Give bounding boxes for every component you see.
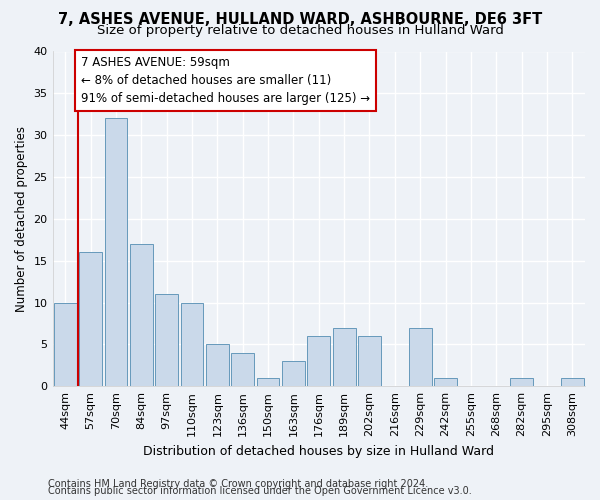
- Text: 7, ASHES AVENUE, HULLAND WARD, ASHBOURNE, DE6 3FT: 7, ASHES AVENUE, HULLAND WARD, ASHBOURNE…: [58, 12, 542, 28]
- Bar: [561, 378, 584, 386]
- Bar: [104, 118, 127, 386]
- Bar: [333, 328, 356, 386]
- Text: Contains HM Land Registry data © Crown copyright and database right 2024.: Contains HM Land Registry data © Crown c…: [48, 479, 428, 489]
- Text: Size of property relative to detached houses in Hulland Ward: Size of property relative to detached ho…: [97, 24, 503, 37]
- Bar: [307, 336, 330, 386]
- X-axis label: Distribution of detached houses by size in Hulland Ward: Distribution of detached houses by size …: [143, 444, 494, 458]
- Bar: [409, 328, 431, 386]
- Bar: [231, 352, 254, 386]
- Bar: [434, 378, 457, 386]
- Text: 7 ASHES AVENUE: 59sqm
← 8% of detached houses are smaller (11)
91% of semi-detac: 7 ASHES AVENUE: 59sqm ← 8% of detached h…: [81, 56, 370, 104]
- Bar: [54, 302, 77, 386]
- Bar: [181, 302, 203, 386]
- Text: Contains public sector information licensed under the Open Government Licence v3: Contains public sector information licen…: [48, 486, 472, 496]
- Bar: [206, 344, 229, 386]
- Bar: [79, 252, 102, 386]
- Bar: [257, 378, 280, 386]
- Bar: [155, 294, 178, 386]
- Bar: [510, 378, 533, 386]
- Bar: [130, 244, 152, 386]
- Y-axis label: Number of detached properties: Number of detached properties: [15, 126, 28, 312]
- Bar: [358, 336, 381, 386]
- Bar: [282, 361, 305, 386]
